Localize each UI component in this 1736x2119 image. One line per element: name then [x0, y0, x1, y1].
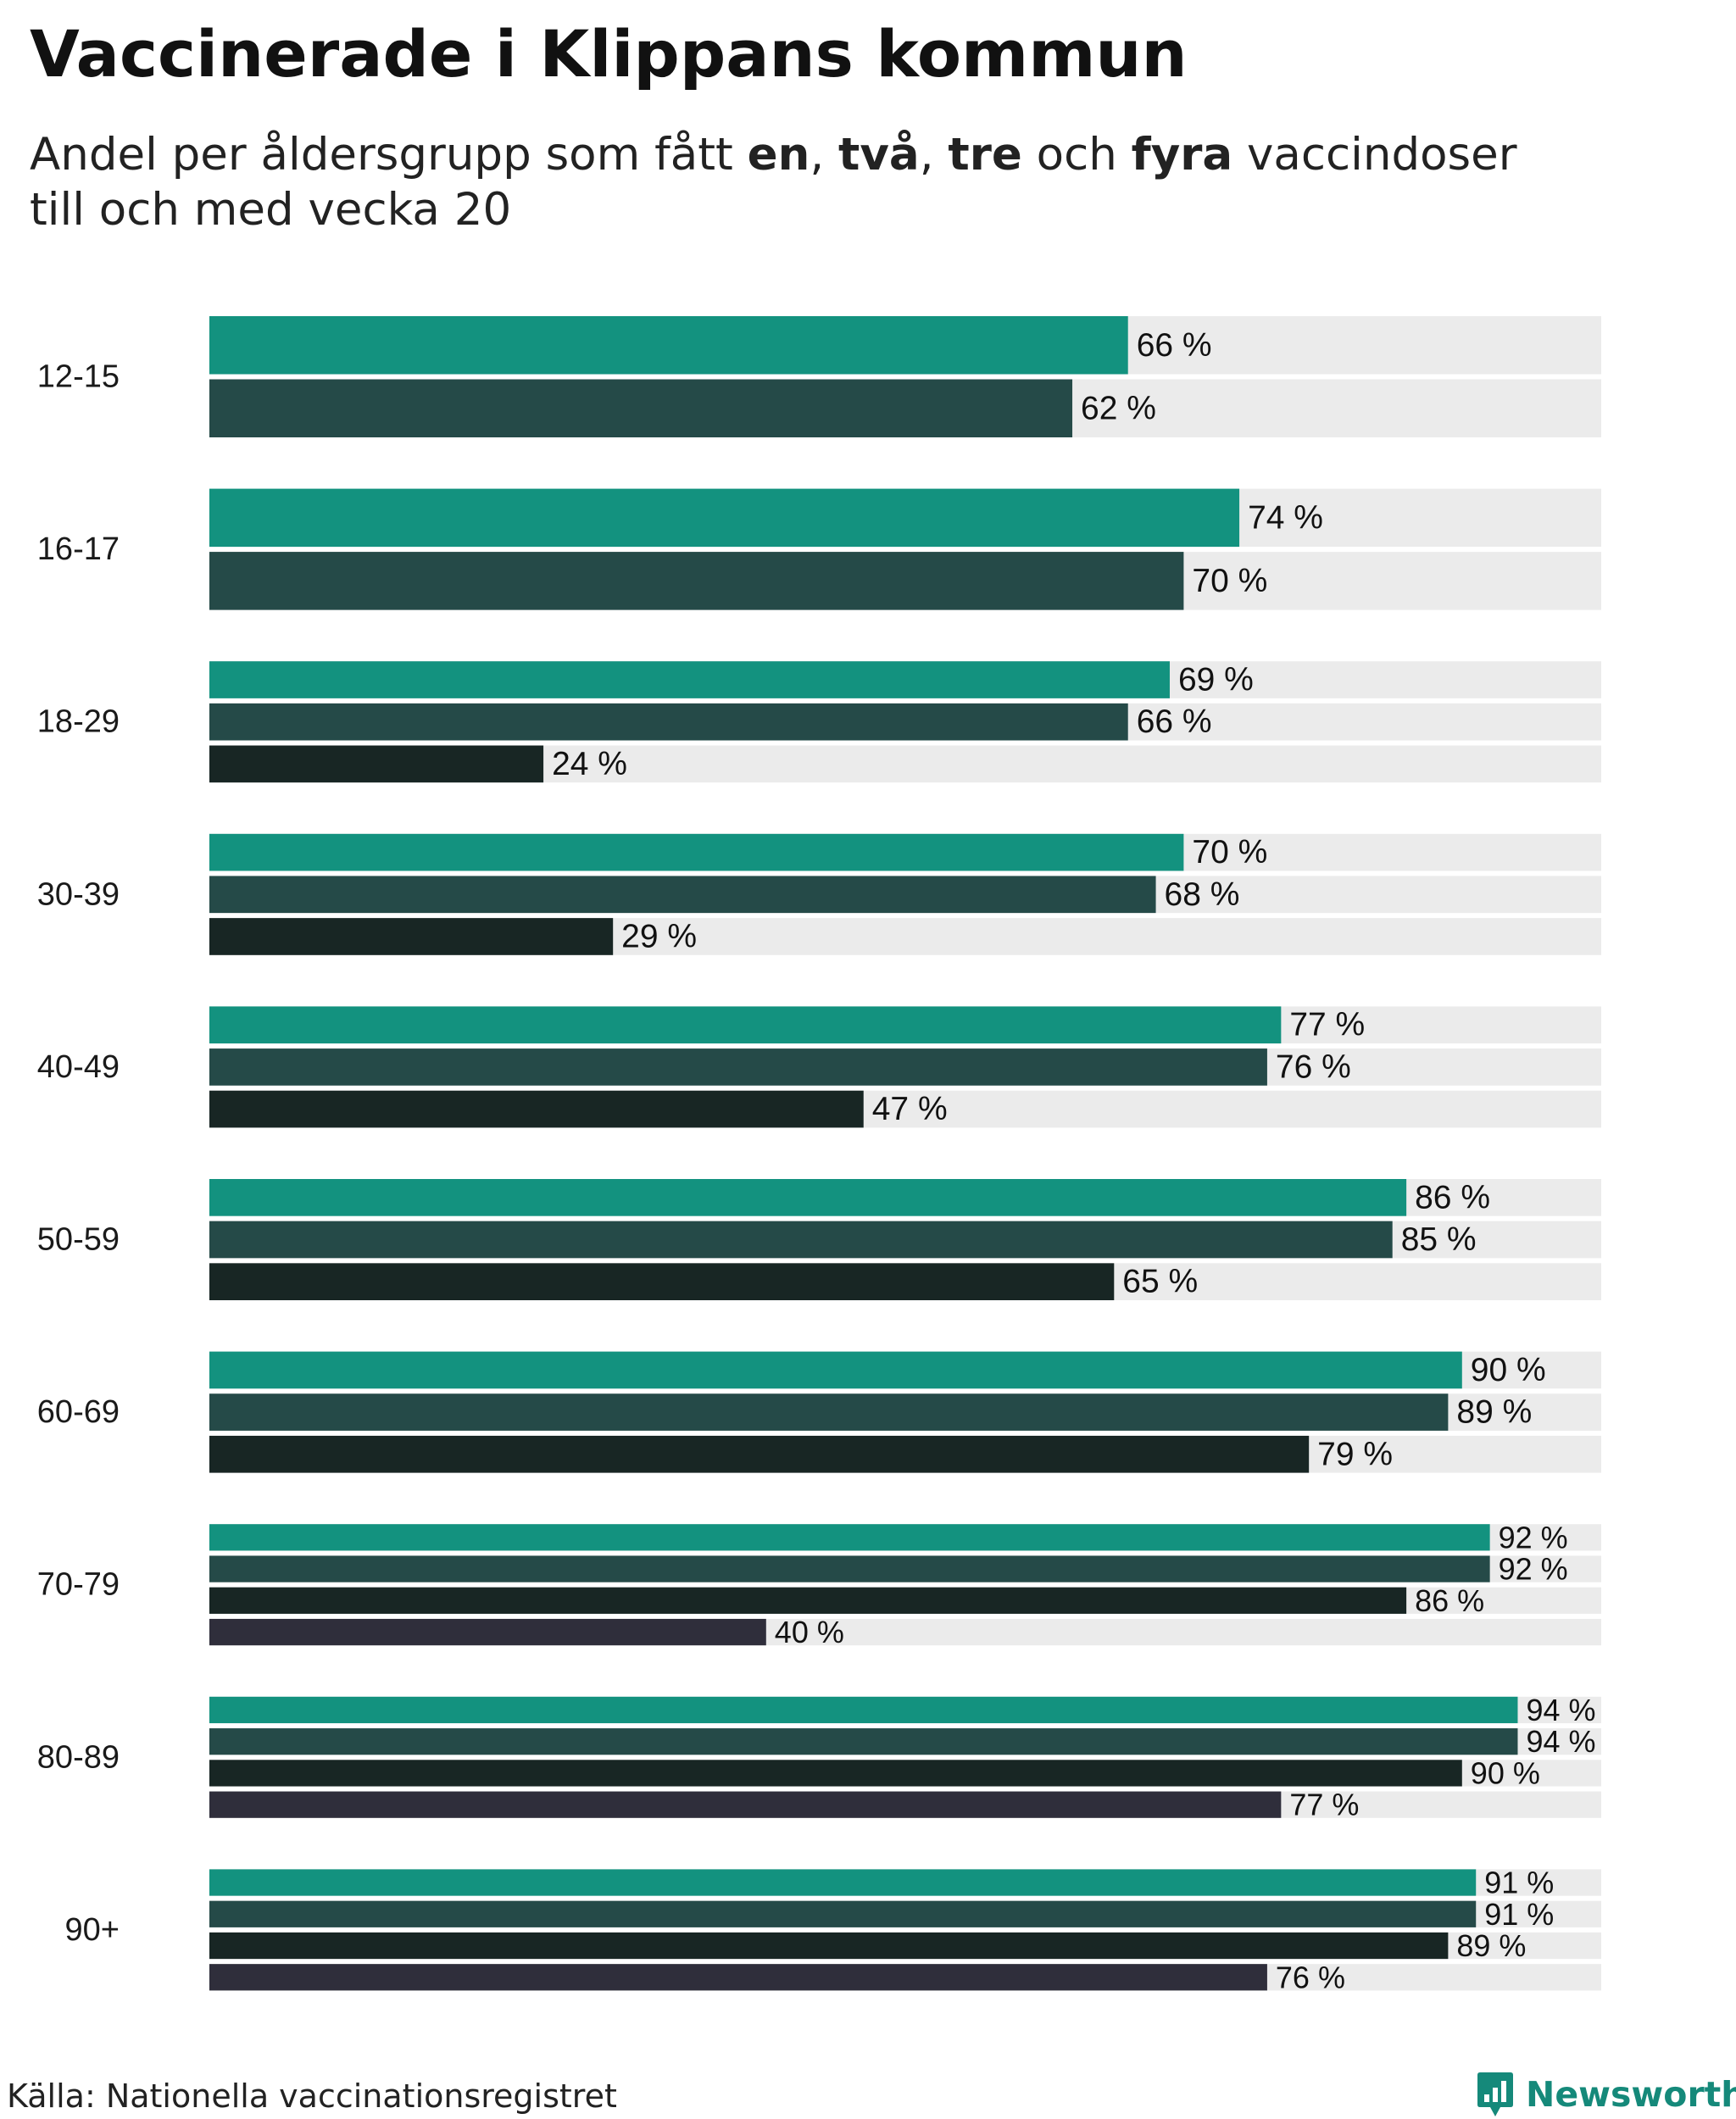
source-note: Källa: Nationella vaccinationsregistret — [7, 2077, 617, 2115]
bar-70-79-tre — [209, 1587, 1407, 1614]
category-label: 90+ — [65, 1912, 120, 1948]
legend-dose-3: tre — [948, 129, 1022, 181]
subtitle-period: till och med vecka 20 — [30, 184, 512, 236]
bar-70-79-två — [209, 1555, 1490, 1582]
data-label: 86 % — [1415, 1179, 1490, 1215]
category-label: 18-29 — [37, 704, 120, 740]
bar-80-89-två — [209, 1728, 1518, 1755]
data-label: 86 % — [1415, 1583, 1484, 1618]
bar-12-15-en — [209, 316, 1128, 375]
bar-chart: 12-15 66 % 62 % 16-17 74 % 70 % 18-29 69 % 66 % 2… — [37, 316, 1601, 1994]
data-label: 66 % — [1137, 327, 1212, 364]
data-label: 62 % — [1081, 390, 1156, 426]
bar-60-69-tre — [209, 1435, 1310, 1473]
category-label: 40-49 — [37, 1049, 120, 1085]
subtitle-connector: och — [1021, 129, 1132, 181]
data-label: 91 % — [1484, 1897, 1554, 1932]
brand-name: Newsworthy — [1526, 2074, 1736, 2115]
bar-30-39-en — [209, 833, 1184, 871]
bar-60-69-en — [209, 1351, 1462, 1389]
bar-70-79-en — [209, 1524, 1490, 1551]
category-label: 80-89 — [37, 1739, 120, 1775]
newsworthy-logo-icon — [1477, 2072, 1513, 2116]
bar-18-29-tre — [209, 745, 544, 783]
data-label: 89 % — [1456, 1394, 1532, 1431]
data-label: 91 % — [1484, 1866, 1554, 1900]
bar-70-79-fyra — [209, 1618, 766, 1646]
data-label: 94 % — [1526, 1693, 1595, 1727]
newsworthy-logo: Newsworthy — [1477, 2071, 1736, 2118]
bar-50-59-tre — [209, 1263, 1115, 1300]
bar-60-69-två — [209, 1393, 1449, 1431]
data-label: 90 % — [1471, 1755, 1540, 1790]
data-label: 66 % — [1137, 704, 1212, 740]
data-label: 74 % — [1248, 499, 1323, 536]
legend-dose-1: en — [747, 129, 810, 181]
bar-50-59-en — [209, 1179, 1407, 1216]
legend-dose-2: två — [838, 129, 920, 181]
bar-30-39-tre — [209, 918, 614, 955]
bar-16-17-två — [209, 552, 1184, 610]
bar-12-15-två — [209, 379, 1073, 437]
data-label: 65 % — [1122, 1264, 1198, 1300]
subtitle-separator: , — [810, 129, 839, 181]
legend-dose-4: fyra — [1131, 129, 1233, 181]
category-label: 12-15 — [37, 359, 120, 395]
bar-30-39-två — [209, 876, 1156, 914]
bar-90+-en — [209, 1869, 1477, 1896]
data-label: 79 % — [1317, 1436, 1393, 1472]
chart-subtitle: Andel per åldersgrupp som fått en, två, … — [30, 127, 1517, 237]
category-label: 50-59 — [37, 1222, 120, 1258]
bar-40-49-två — [209, 1048, 1267, 1086]
data-label: 77 % — [1289, 1007, 1365, 1043]
data-label: 85 % — [1401, 1221, 1477, 1258]
bar-90+-fyra — [209, 1964, 1267, 1991]
data-label: 92 % — [1499, 1520, 1568, 1554]
data-label: 77 % — [1289, 1788, 1359, 1822]
data-label: 40 % — [775, 1615, 844, 1649]
bar-90+-två — [209, 1900, 1477, 1927]
bar-40-49-tre — [209, 1090, 864, 1128]
chart-title: Vaccinerade i Klippans kommun — [30, 16, 1188, 92]
bar-18-29-en — [209, 661, 1170, 698]
data-label: 76 % — [1276, 1048, 1351, 1085]
category-label: 60-69 — [37, 1394, 120, 1430]
bar-50-59-två — [209, 1221, 1393, 1259]
bar-80-89-tre — [209, 1760, 1462, 1787]
data-label: 92 % — [1499, 1552, 1568, 1587]
subtitle-separator: , — [919, 129, 949, 181]
data-label: 70 % — [1192, 563, 1267, 599]
data-label: 68 % — [1165, 876, 1240, 913]
data-label: 69 % — [1178, 662, 1254, 698]
data-label: 76 % — [1276, 1960, 1345, 1994]
bar-40-49-en — [209, 1006, 1282, 1044]
data-label: 90 % — [1471, 1352, 1546, 1388]
data-label: 70 % — [1192, 834, 1267, 870]
data-label: 29 % — [621, 918, 697, 954]
bar-90+-tre — [209, 1932, 1449, 1960]
bar-16-17-en — [209, 488, 1240, 548]
subtitle-prefix: Andel per åldersgrupp som fått — [30, 129, 748, 181]
data-label: 94 % — [1526, 1724, 1595, 1759]
data-label: 24 % — [552, 746, 627, 782]
category-label: 16-17 — [37, 531, 120, 567]
category-label: 70-79 — [37, 1567, 120, 1603]
subtitle-suffix: vaccindoser — [1232, 129, 1517, 181]
bar-80-89-fyra — [209, 1791, 1282, 1818]
category-label: 30-39 — [37, 876, 120, 912]
data-label: 89 % — [1456, 1928, 1526, 1963]
bar-80-89-en — [209, 1696, 1518, 1724]
bar-18-29-två — [209, 703, 1128, 741]
data-label: 47 % — [872, 1091, 948, 1127]
